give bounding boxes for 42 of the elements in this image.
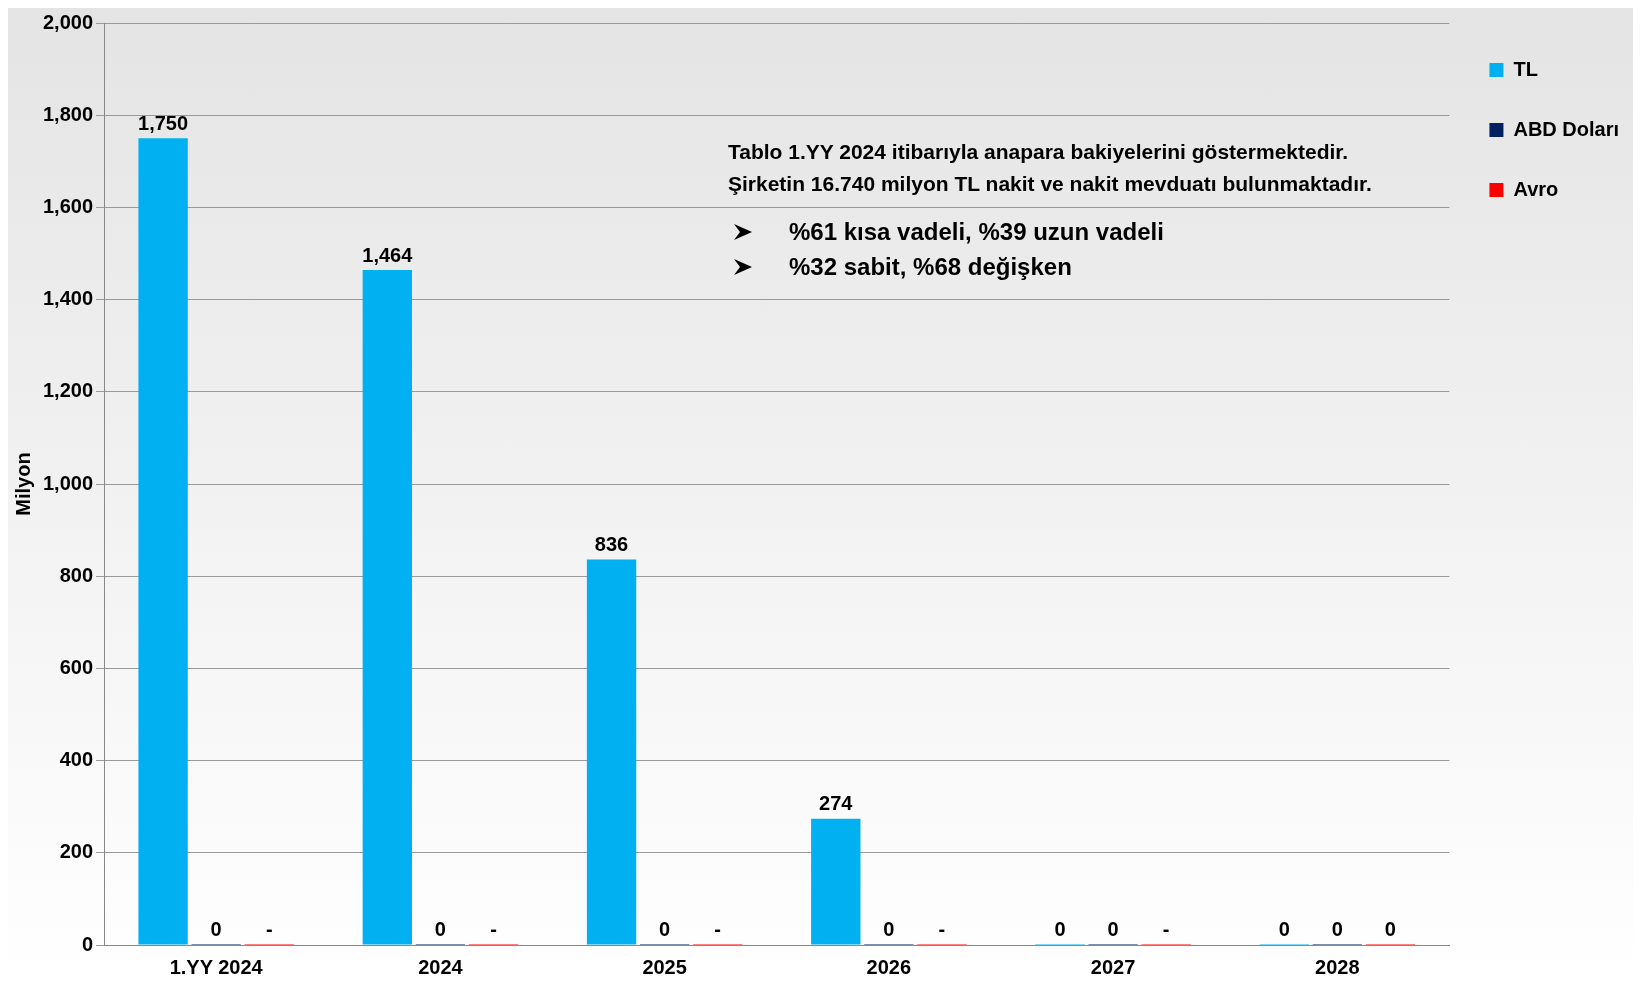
annotation: Tablo 1.YY 2024 itibarıyla anapara bakiyelerini göstermektedir. Şirketin 16.740 milyon TL nakit ve nakit mevduatı bulunmaktadır. xyxy=(728,139,1372,197)
x-tick-label: 2027 xyxy=(1090,955,1136,978)
data-label: - xyxy=(1162,917,1170,940)
y-tick-label: 200 xyxy=(59,840,94,863)
data-label: 836 xyxy=(594,533,629,556)
y-axis-title: Milyon xyxy=(11,452,34,516)
y-tick-label: 2,000 xyxy=(42,10,94,33)
data-label: 274 xyxy=(819,792,854,815)
y-tick-label: 400 xyxy=(59,748,94,771)
data-label: 0 xyxy=(1054,917,1066,940)
data-label: - xyxy=(265,917,273,940)
data-label: - xyxy=(938,917,946,940)
data-label: 0 xyxy=(1278,917,1290,940)
data-label: 0 xyxy=(1331,917,1343,940)
y-tick-label: 600 xyxy=(59,655,94,678)
legend-label: TL xyxy=(1513,57,1538,80)
data-label: 1,464 xyxy=(362,243,414,266)
x-tick-label: 1.YY 2024 xyxy=(169,955,264,978)
y-tick-label: 1,800 xyxy=(42,102,94,125)
y-tick-label: 0 xyxy=(81,932,94,955)
annotation: %61 kısa vadeli, %39 uzun vadeli xyxy=(789,218,1164,246)
data-label: - xyxy=(714,917,722,940)
data-label: 0 xyxy=(659,917,671,940)
legend-label: Avro xyxy=(1513,177,1559,200)
data-label: 0 xyxy=(210,917,222,940)
data-label: 0 xyxy=(1384,917,1396,940)
data-label: 1,750 xyxy=(138,111,189,134)
y-tick-label: 1,400 xyxy=(42,287,94,310)
annotation: %32 sabit, %68 değişken xyxy=(789,253,1072,281)
x-tick-label: 2025 xyxy=(642,955,687,978)
data-label: - xyxy=(490,917,497,940)
x-tick-label: 2026 xyxy=(866,955,912,978)
x-tick-label: 2028 xyxy=(1315,955,1360,978)
data-label: 0 xyxy=(1107,917,1119,940)
data-label: 0 xyxy=(434,917,446,940)
y-tick-label: 800 xyxy=(59,563,94,586)
y-tick-label: 1,000 xyxy=(42,471,94,494)
data-label: 0 xyxy=(883,917,895,940)
y-tick-label: 1,600 xyxy=(42,194,94,217)
x-tick-label: 2024 xyxy=(418,955,464,978)
y-tick-label: 1,200 xyxy=(42,379,94,402)
legend-label: ABD Doları xyxy=(1513,117,1620,140)
